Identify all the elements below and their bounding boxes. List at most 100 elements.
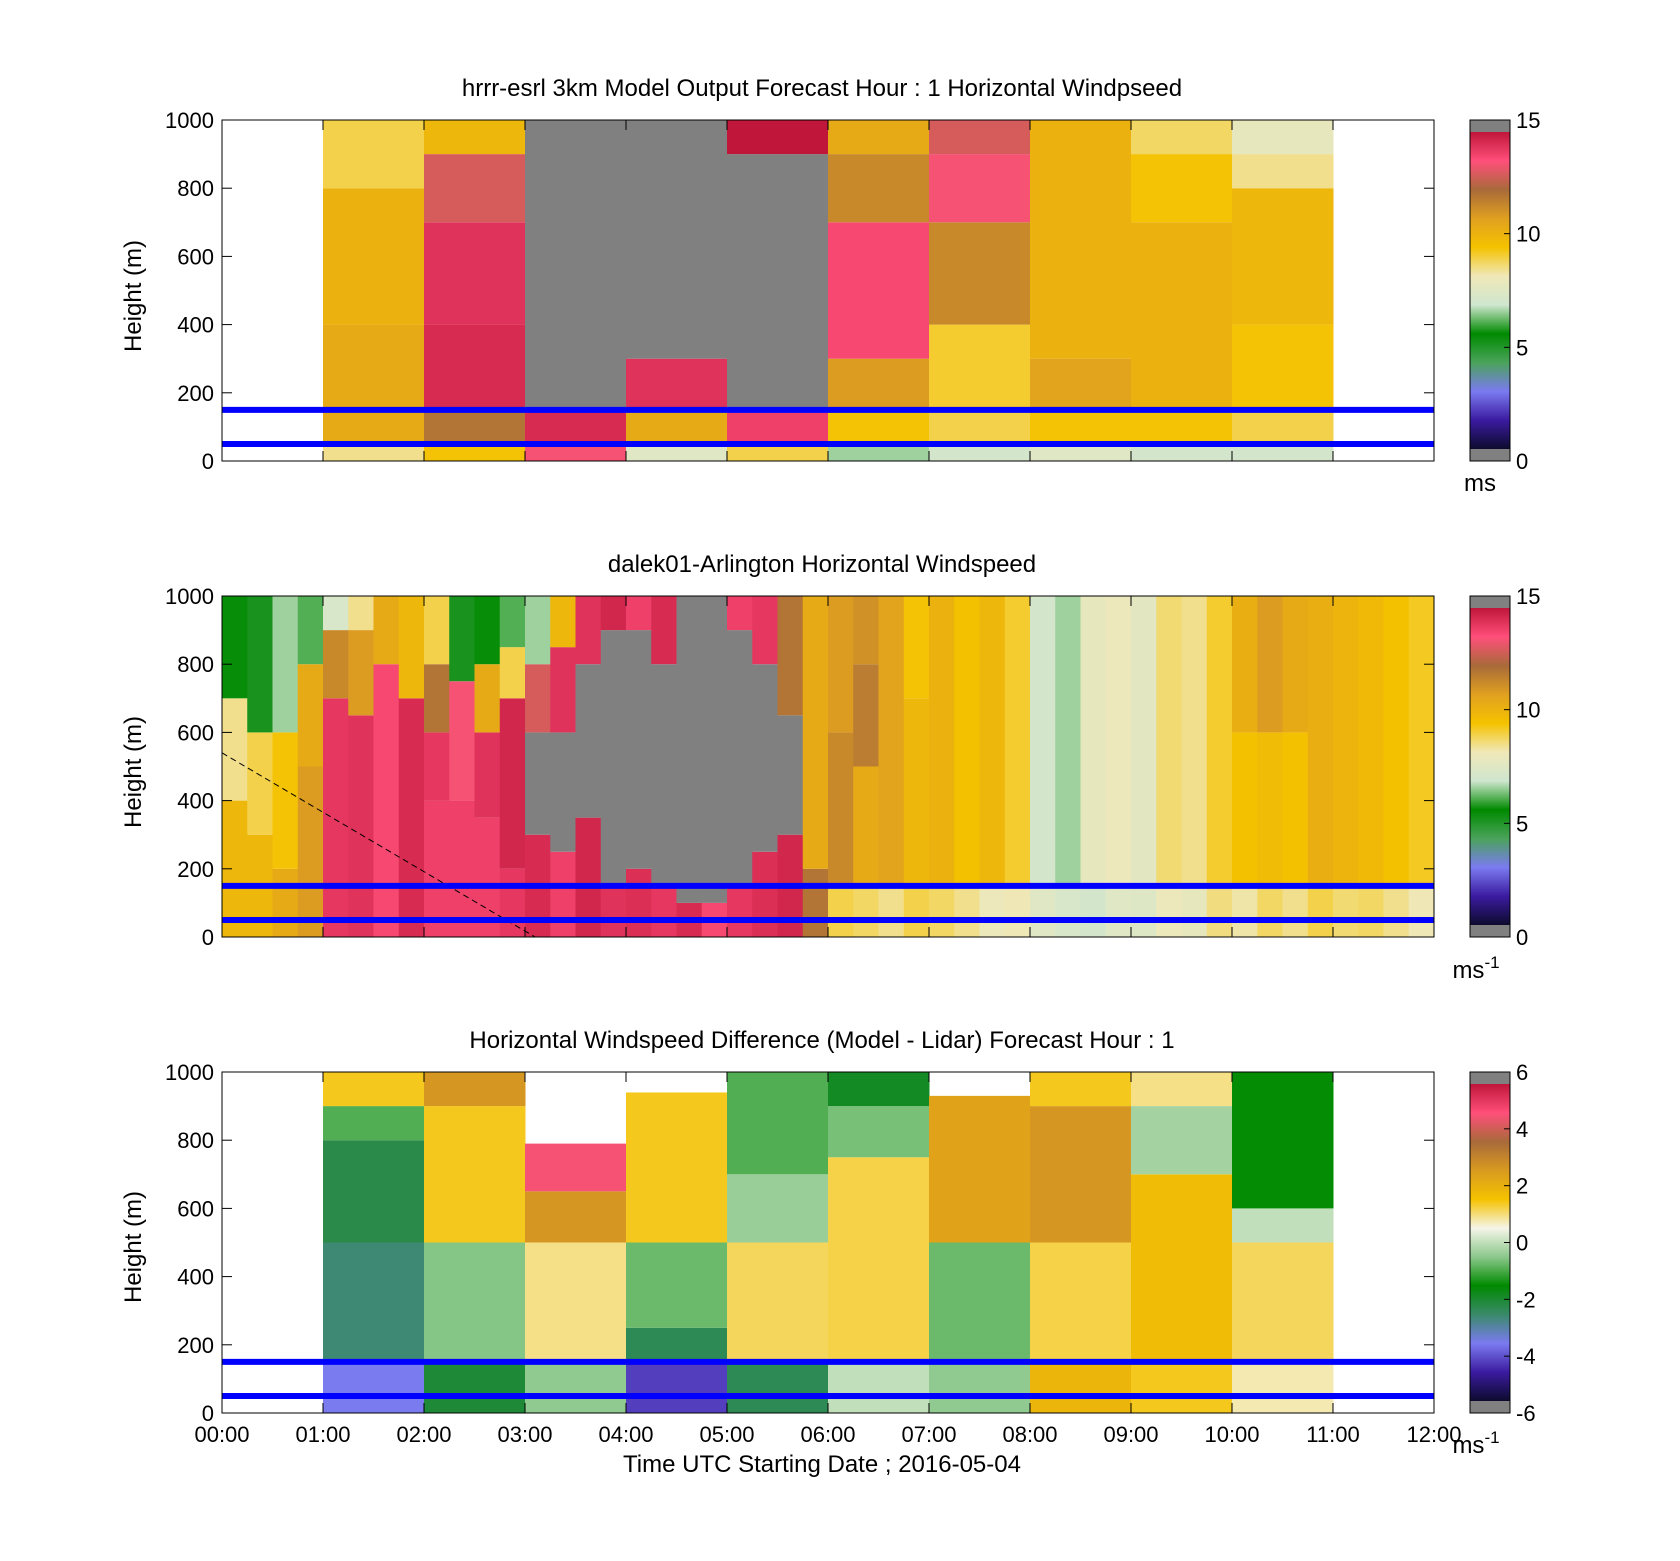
heatmap-cell [525,596,551,665]
heatmap-cell [828,1106,930,1158]
heatmap-cell [802,596,829,869]
heatmap-cell [1232,188,1334,325]
heatmap-cell [929,443,1031,461]
heatmap-cell [222,596,248,699]
heatmap-cell [424,664,450,733]
heatmap-cell [828,596,854,733]
colorbar-tick-label: 5 [1516,811,1528,836]
panel-model-colorbar-unit: ms [1464,470,1496,497]
x-tick-label: 07:00 [901,1422,956,1447]
panel-model-axes: 0 200 400 600 800 1000 [165,108,1435,474]
y-tick-label: 400 [177,313,214,338]
heatmap-cell [626,868,652,937]
heatmap-cell [1131,1106,1233,1175]
heatmap-column [727,120,829,461]
heatmap-cell [1206,596,1233,886]
heatmap-cell [954,596,980,886]
heatmap-cell [1181,885,1208,937]
heatmap-cell [323,120,425,189]
heatmap-cell [626,443,728,461]
heatmap-cell [1131,1174,1233,1362]
heatmap-cell [348,715,374,937]
heatmap-cell [1055,596,1081,886]
heatmap-cell [1030,1106,1132,1243]
y-tick-label: 200 [177,1333,214,1358]
heatmap-cell [449,800,475,937]
heatmap-cell [626,1242,728,1328]
heatmap-cell [727,154,829,410]
heatmap-cell [1156,885,1182,937]
heatmap-column [499,596,526,937]
heatmap-cell [424,222,526,325]
heatmap-cell [1030,1361,1132,1413]
heatmap-cell [1030,120,1132,359]
heatmap-column [727,596,753,937]
heatmap-cell [979,885,1006,937]
heatmap-cell [424,1106,526,1243]
heatmap-cell [727,885,753,937]
heatmap-cell [626,630,652,869]
heatmap-cell [929,885,955,937]
heatmap-cell [1131,120,1233,155]
heatmap-cell [929,1095,1031,1243]
panel-lidar-title: dalek01-Arlington Horizontal Windspeed [608,551,1036,578]
heatmap-cell [1206,885,1233,937]
heatmap-cell [323,409,425,444]
heatmap-column [1131,1072,1233,1413]
heatmap-cell [575,596,602,665]
panel-model-heatmap [222,120,1434,461]
heatmap-column [1358,596,1384,937]
heatmap-cell [550,596,576,648]
heatmap-cell [424,154,526,223]
heatmap-cell [828,120,930,155]
heatmap-cell [1232,443,1334,461]
x-tick-label: 11:00 [1306,1422,1359,1447]
heatmap-cell [1232,1242,1334,1362]
heatmap-cell [727,596,753,631]
panel-difference-colorbar-unit: ms-1 [1452,1428,1499,1459]
heatmap-cell [1333,885,1359,937]
heatmap-cell [828,732,854,886]
y-tick-label: 1000 [165,108,214,133]
heatmap-cell [701,596,728,903]
heatmap-column [802,596,829,937]
heatmap-column [323,596,349,937]
x-tick-label: 02:00 [396,1422,451,1447]
heatmap-cell [727,443,829,461]
heatmap-cell [828,885,854,937]
y-tick-label: 400 [177,1265,214,1290]
heatmap-column [752,596,778,937]
heatmap-column [1307,596,1334,937]
heatmap-cell [929,596,955,886]
heatmap-cell [1383,885,1410,937]
heatmap-column [676,596,703,937]
heatmap-cell [1232,1361,1334,1413]
heatmap-column [373,596,400,937]
heatmap-cell [1232,885,1258,937]
colorbar-gradient [1470,608,1510,925]
panel-model: hrrr-esrl 3km Model Output Forecast Hour… [120,75,1540,497]
heatmap-cell [424,732,450,801]
heatmap-column [878,596,905,937]
heatmap-column [903,596,930,937]
heatmap-cell [878,596,905,886]
x-tick-label: 09:00 [1103,1422,1158,1447]
heatmap-cell [727,120,829,155]
heatmap-cell [903,596,930,699]
heatmap-column [323,1072,425,1413]
y-tick-label: 600 [177,720,214,745]
heatmap-column [1232,596,1258,937]
colorbar-tick-label: -2 [1516,1287,1536,1312]
heatmap-column [929,1095,1031,1413]
heatmap-column [348,596,374,937]
heatmap-column [954,596,980,937]
colorbar-tick-label: 0 [1516,1231,1528,1256]
heatmap-cell [929,222,1031,325]
heatmap-cell [525,664,551,733]
heatmap-cell [828,1157,930,1362]
heatmap-column [424,1072,526,1413]
x-tick-label: 08:00 [1002,1422,1057,1447]
heatmap-column [398,596,425,937]
heatmap-cell [626,1361,728,1413]
